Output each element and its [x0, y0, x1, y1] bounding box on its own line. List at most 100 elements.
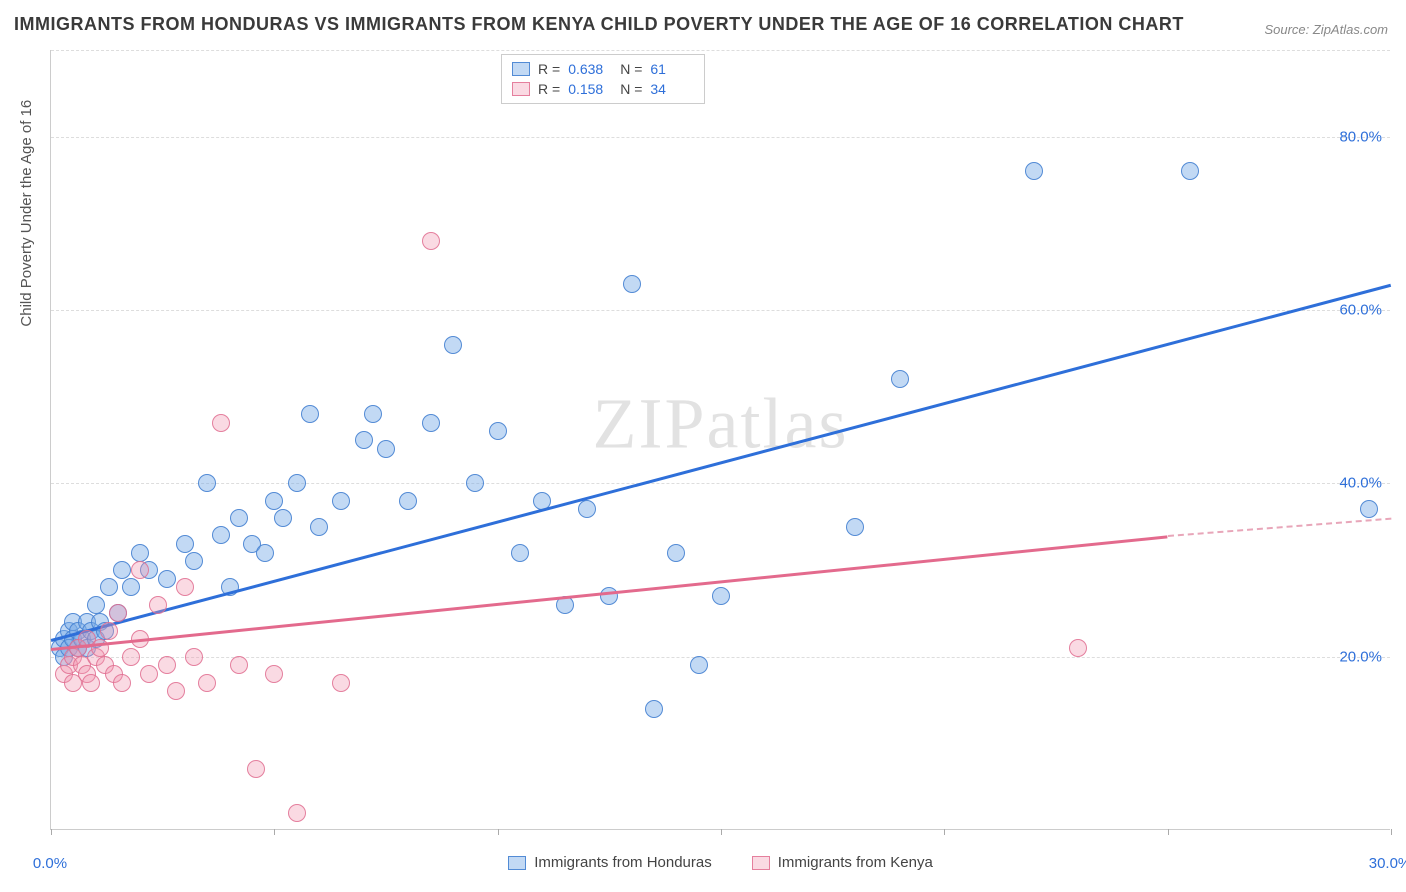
scatter-point-honduras — [158, 570, 176, 588]
y-tick-label: 80.0% — [1339, 128, 1382, 145]
legend-r-value: 0.638 — [568, 61, 612, 77]
x-tick-label: 0.0% — [33, 855, 67, 872]
scatter-point-honduras — [185, 552, 203, 570]
legend-row: R = 0.638 N = 61 — [512, 59, 694, 79]
scatter-point-honduras — [1025, 162, 1043, 180]
scatter-point-honduras — [274, 509, 292, 527]
scatter-point-honduras — [1181, 162, 1199, 180]
scatter-point-honduras — [444, 336, 462, 354]
y-axis-label: Child Poverty Under the Age of 16 — [18, 100, 35, 327]
legend-item: Immigrants from Honduras — [508, 854, 712, 871]
legend-n-label: N = — [620, 61, 642, 77]
scatter-point-honduras — [712, 587, 730, 605]
gridline-horizontal — [51, 483, 1390, 484]
scatter-point-honduras — [645, 700, 663, 718]
legend-row: R = 0.158 N = 34 — [512, 79, 694, 99]
scatter-point-kenya — [113, 674, 131, 692]
scatter-point-honduras — [288, 474, 306, 492]
x-tick — [944, 829, 945, 835]
scatter-point-kenya — [332, 674, 350, 692]
y-tick-label: 20.0% — [1339, 648, 1382, 665]
scatter-point-kenya — [131, 561, 149, 579]
scatter-point-honduras — [87, 596, 105, 614]
legend-series: Immigrants from Honduras Immigrants from… — [51, 854, 1390, 871]
scatter-point-honduras — [377, 440, 395, 458]
scatter-point-honduras — [113, 561, 131, 579]
scatter-point-honduras — [667, 544, 685, 562]
scatter-point-honduras — [623, 275, 641, 293]
scatter-point-kenya — [422, 232, 440, 250]
scatter-point-honduras — [466, 474, 484, 492]
x-tick — [721, 829, 722, 835]
gridline-horizontal — [51, 50, 1390, 51]
scatter-point-honduras — [310, 518, 328, 536]
legend-swatch-blue — [512, 62, 530, 76]
scatter-point-honduras — [131, 544, 149, 562]
legend-item: Immigrants from Kenya — [752, 854, 933, 871]
source-attribution: Source: ZipAtlas.com — [1264, 22, 1388, 37]
legend-label: Immigrants from Honduras — [534, 854, 712, 871]
gridline-horizontal — [51, 137, 1390, 138]
scatter-point-kenya — [149, 596, 167, 614]
scatter-point-kenya — [212, 414, 230, 432]
scatter-point-kenya — [100, 622, 118, 640]
x-tick — [498, 829, 499, 835]
scatter-point-kenya — [109, 604, 127, 622]
chart-container: IMMIGRANTS FROM HONDURAS VS IMMIGRANTS F… — [0, 0, 1406, 892]
scatter-point-honduras — [198, 474, 216, 492]
scatter-point-honduras — [399, 492, 417, 510]
y-tick-label: 40.0% — [1339, 475, 1382, 492]
scatter-point-kenya — [185, 648, 203, 666]
scatter-point-honduras — [891, 370, 909, 388]
scatter-point-honduras — [100, 578, 118, 596]
scatter-point-kenya — [265, 665, 283, 683]
legend-n-label: N = — [620, 81, 642, 97]
x-tick — [274, 829, 275, 835]
legend-correlation: R = 0.638 N = 61 R = 0.158 N = 34 — [501, 54, 705, 104]
gridline-horizontal — [51, 657, 1390, 658]
legend-swatch-blue — [508, 856, 526, 870]
x-tick — [51, 829, 52, 835]
scatter-point-kenya — [1069, 639, 1087, 657]
legend-swatch-pink — [752, 856, 770, 870]
scatter-point-honduras — [511, 544, 529, 562]
legend-n-value: 34 — [650, 81, 694, 97]
scatter-point-honduras — [256, 544, 274, 562]
scatter-point-kenya — [176, 578, 194, 596]
scatter-point-honduras — [1360, 500, 1378, 518]
scatter-point-kenya — [167, 682, 185, 700]
scatter-point-honduras — [364, 405, 382, 423]
scatter-point-kenya — [198, 674, 216, 692]
scatter-point-honduras — [212, 526, 230, 544]
y-tick-label: 60.0% — [1339, 302, 1382, 319]
trendline-kenya-extrapolated — [1168, 518, 1391, 537]
scatter-point-honduras — [265, 492, 283, 510]
scatter-point-honduras — [355, 431, 373, 449]
scatter-point-honduras — [301, 405, 319, 423]
scatter-point-honduras — [690, 656, 708, 674]
scatter-point-kenya — [82, 674, 100, 692]
scatter-point-kenya — [158, 656, 176, 674]
scatter-point-kenya — [122, 648, 140, 666]
watermark: ZIPatlas — [593, 382, 849, 465]
x-tick — [1391, 829, 1392, 835]
x-tick — [1168, 829, 1169, 835]
legend-r-label: R = — [538, 61, 560, 77]
trendline-kenya — [51, 535, 1168, 650]
legend-r-value: 0.158 — [568, 81, 612, 97]
x-tick-label: 30.0% — [1369, 855, 1406, 872]
scatter-point-honduras — [600, 587, 618, 605]
plot-area: ZIPatlas R = 0.638 N = 61 R = 0.158 N = … — [50, 50, 1390, 830]
scatter-point-honduras — [489, 422, 507, 440]
legend-r-label: R = — [538, 81, 560, 97]
legend-n-value: 61 — [650, 61, 694, 77]
legend-swatch-pink — [512, 82, 530, 96]
scatter-point-kenya — [247, 760, 265, 778]
gridline-horizontal — [51, 310, 1390, 311]
scatter-point-honduras — [230, 509, 248, 527]
scatter-point-honduras — [122, 578, 140, 596]
scatter-point-kenya — [140, 665, 158, 683]
scatter-point-honduras — [332, 492, 350, 510]
scatter-point-honduras — [578, 500, 596, 518]
scatter-point-honduras — [422, 414, 440, 432]
